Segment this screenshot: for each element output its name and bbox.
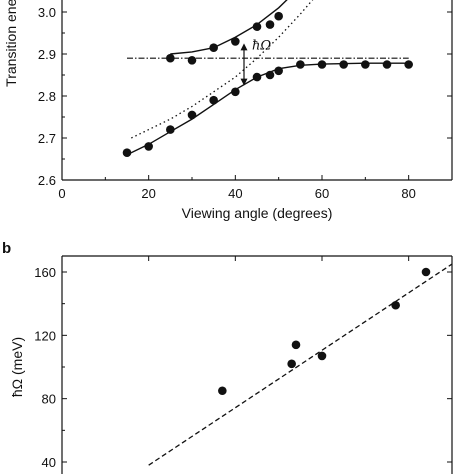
panel-b-fit-line — [148, 263, 453, 466]
panel-b-y-tick-label-2: 120 — [34, 328, 56, 343]
panel-a-solid-line-2 — [170, 0, 288, 55]
panel-a-point-6 — [274, 11, 283, 21]
splitting-arrow-head-bottom — [240, 78, 248, 86]
panel-a-point-3 — [231, 37, 240, 46]
panel-a-axes: 0 20 40 60 80 2.6 2.7 2.8 2.9 3.0 — [38, 0, 453, 201]
panel-a-solid-line-3 — [126, 62, 409, 156]
panel-a-point-20 — [361, 60, 370, 69]
panel-a-point-15 — [265, 70, 275, 80]
panel-b-y-axis-label: ħΩ (meV) — [9, 337, 25, 397]
panel-a-point-4 — [252, 22, 262, 32]
panel-a-point-5 — [265, 20, 275, 29]
panel-b-point-0 — [218, 386, 227, 396]
panel-a-point-1 — [187, 56, 197, 65]
panel-a-x-tick-label-3: 60 — [315, 186, 329, 201]
panel-b-y-tick-label-0: 40 — [42, 455, 56, 470]
panel-a-y-tick-label-4: 3.0 — [38, 5, 56, 20]
panel-b-point-1 — [287, 359, 296, 369]
panel-a-x-tick-label-0: 0 — [58, 186, 65, 201]
panel-a-x-tick-label-4: 80 — [401, 186, 415, 201]
panel-a-y-tick-label-0: 2.6 — [38, 173, 56, 188]
panel-a-point-0 — [166, 53, 175, 63]
panel-a-chart: ħΩ 0 20 40 60 80 2.6 2.7 2.8 2.9 3.0 Viewing angl… — [3, 0, 453, 221]
panel-b-point-2 — [291, 340, 301, 350]
panel-b-point-4 — [391, 300, 400, 310]
panel-a-point-17 — [296, 60, 305, 69]
panel-b-y-tick-label-3: 160 — [34, 265, 56, 280]
panel-a-x-axis-label: Viewing angle (degrees) — [182, 205, 333, 221]
panel-a-point-11 — [187, 110, 197, 120]
splitting-arrow-head-top — [240, 43, 248, 51]
panel-a-point-9 — [144, 142, 153, 151]
panel-b-point-3 — [317, 351, 327, 361]
panel-a-points — [122, 11, 413, 157]
panel-a-y-tick-label-2: 2.8 — [38, 89, 56, 104]
panel-a-dotted-line-4 — [131, 0, 314, 139]
rabi-splitting-label: ħΩ — [252, 39, 271, 54]
panel-a-point-22 — [404, 60, 413, 69]
panel-a-point-19 — [339, 60, 348, 69]
panel-b-point-5 — [421, 267, 431, 277]
panel-a-point-21 — [382, 60, 392, 69]
panel-b-points — [218, 267, 431, 396]
panel-a-point-10 — [166, 125, 175, 134]
panel-a-point-12 — [209, 95, 218, 105]
panel-a-x-tick-label-1: 20 — [141, 186, 155, 201]
panel-a-y-axis-label: Transition energy — [3, 0, 19, 87]
panel-a-y-tick-label-1: 2.7 — [38, 131, 56, 146]
panel-a-y-tick-label-3: 2.9 — [38, 47, 56, 62]
panel-b-chart: b 40 80 120 160 ħΩ (meV) — [2, 240, 453, 474]
panel-b-y-tick-label-1: 80 — [42, 392, 56, 407]
panel-a-point-13 — [231, 87, 240, 97]
panel-a-point-16 — [274, 66, 283, 76]
panel-a-point-18 — [317, 60, 327, 69]
panel-a-point-14 — [252, 72, 262, 82]
panel-a-x-tick-label-2: 40 — [228, 186, 242, 201]
panel-b-label: b — [2, 240, 11, 257]
panel-a-point-8 — [122, 148, 132, 157]
splitting-arrow — [240, 43, 248, 86]
panel-b-fit-line-path — [148, 263, 453, 466]
panel-b-axes: 40 80 120 160 — [34, 255, 453, 474]
panel-a-point-2 — [209, 43, 218, 52]
